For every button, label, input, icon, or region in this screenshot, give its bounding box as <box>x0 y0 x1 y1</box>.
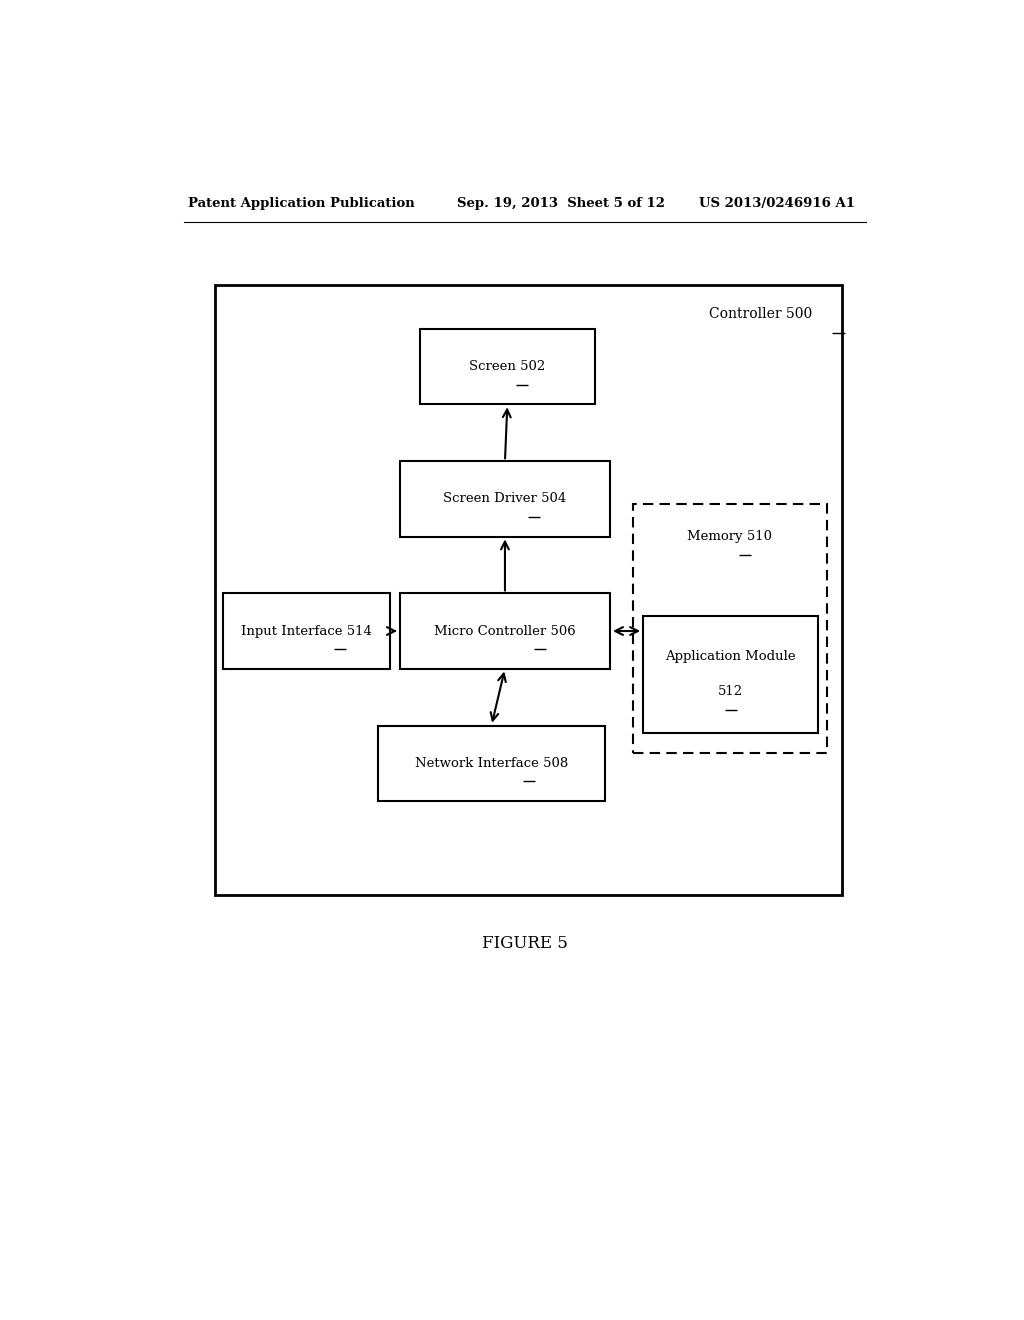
Text: Patent Application Publication: Patent Application Publication <box>187 197 415 210</box>
Bar <box>399 594 610 669</box>
Text: Memory 510: Memory 510 <box>687 531 772 543</box>
Text: 512: 512 <box>718 685 742 698</box>
Text: US 2013/0246916 A1: US 2013/0246916 A1 <box>699 197 855 210</box>
Text: Sep. 19, 2013  Sheet 5 of 12: Sep. 19, 2013 Sheet 5 of 12 <box>458 197 666 210</box>
Text: Input Interface 514: Input Interface 514 <box>241 624 372 638</box>
Bar <box>633 504 827 752</box>
Text: Application Module: Application Module <box>665 651 796 664</box>
Text: Network Interface 508: Network Interface 508 <box>415 756 568 770</box>
Text: Screen 502: Screen 502 <box>469 360 546 374</box>
Text: Screen Driver 504: Screen Driver 504 <box>443 492 566 506</box>
Bar <box>643 615 817 733</box>
Text: Micro Controller 506: Micro Controller 506 <box>434 624 575 638</box>
Bar <box>215 285 842 895</box>
Bar <box>223 594 390 669</box>
Bar <box>420 329 595 404</box>
Text: Controller 500: Controller 500 <box>709 308 812 321</box>
Bar <box>379 726 604 801</box>
Bar <box>399 461 610 536</box>
Text: FIGURE 5: FIGURE 5 <box>482 935 567 952</box>
